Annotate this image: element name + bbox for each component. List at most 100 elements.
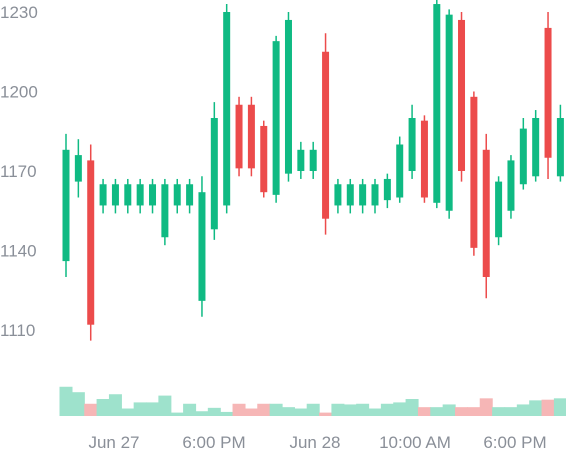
candle-body: [346, 184, 354, 206]
candle: [74, 139, 82, 198]
candles: [62, 0, 564, 341]
candle-body: [161, 184, 169, 238]
volume-bar: [393, 402, 407, 416]
volume-bar: [121, 408, 135, 416]
candle-body: [495, 181, 503, 238]
candle: [359, 178, 367, 214]
candle: [532, 110, 540, 182]
candle-body: [532, 118, 540, 177]
candle-body: [383, 178, 391, 201]
candle: [470, 91, 478, 256]
volume-bar: [207, 407, 221, 416]
candle: [87, 144, 95, 341]
candle: [173, 178, 181, 214]
volume-bar: [467, 407, 481, 416]
candle: [322, 33, 330, 235]
candle-body: [309, 149, 317, 171]
candle: [519, 118, 527, 190]
volume-bars: [59, 386, 566, 416]
volume-bar: [343, 404, 357, 416]
candle: [495, 176, 503, 246]
candle-body: [482, 149, 490, 277]
volume-bar: [368, 408, 382, 416]
candle: [420, 115, 428, 203]
volume-bar: [430, 407, 444, 416]
candle-body: [186, 184, 194, 206]
volume-bar: [541, 399, 555, 416]
y-tick-label: 1170: [0, 162, 37, 181]
candle: [544, 12, 552, 179]
volume-bar: [59, 386, 73, 416]
candle-body: [99, 184, 107, 206]
candle-body: [420, 120, 428, 198]
x-tick-label: Jun 27: [88, 433, 139, 450]
candle: [346, 178, 354, 214]
y-tick-label: 1200: [0, 83, 38, 102]
volume-bar: [442, 404, 456, 416]
candle: [198, 176, 206, 317]
y-tick-label: 1110: [0, 321, 35, 340]
y-tick-label: 1140: [0, 242, 37, 261]
candle: [482, 133, 490, 299]
candle: [507, 155, 515, 219]
candle-body: [408, 118, 416, 171]
x-axis: Jun 27 6:00 PM Jun 28 10:00 AM 6:00 PM: [88, 433, 546, 450]
candle: [235, 96, 243, 177]
volume-bar: [405, 399, 419, 416]
candle: [433, 0, 441, 209]
candle-body: [556, 118, 564, 177]
candle-body: [544, 27, 552, 158]
candle: [223, 4, 231, 214]
volume-bar: [146, 402, 160, 416]
candle-body: [507, 160, 515, 211]
candle-body: [223, 12, 231, 206]
candle-body: [235, 104, 243, 169]
candle-body: [470, 96, 478, 248]
volume-bar: [281, 407, 295, 416]
candle: [186, 178, 194, 214]
candle-body: [334, 184, 342, 206]
candle-body: [247, 104, 255, 169]
volume-bar: [492, 407, 506, 416]
volume-bar: [553, 398, 566, 416]
candle: [124, 178, 132, 214]
volume-bar: [195, 411, 209, 416]
y-tick-label: 1230: [0, 3, 38, 22]
candle-body: [136, 184, 144, 206]
volume-bar: [479, 398, 493, 416]
candle: [210, 102, 218, 240]
candle-body: [74, 155, 82, 182]
candle: [247, 96, 255, 177]
candle-body: [297, 149, 305, 171]
volume-bar: [183, 403, 197, 416]
candle: [371, 178, 379, 214]
volume-bar: [257, 403, 271, 416]
candle-body: [322, 51, 330, 219]
candle-body: [359, 184, 367, 206]
volume-bar: [71, 392, 85, 416]
candle: [556, 104, 564, 182]
x-tick-label: 6:00 PM: [483, 433, 546, 450]
candle: [334, 178, 342, 214]
candle: [111, 178, 119, 214]
candle-body: [272, 41, 280, 195]
volume-bar: [108, 394, 122, 416]
volume-bar: [380, 403, 394, 416]
candle: [297, 141, 305, 179]
candle-body: [124, 184, 132, 206]
candle: [136, 178, 144, 214]
volume-bar: [232, 403, 246, 416]
candle: [408, 104, 416, 179]
candle-body: [260, 125, 268, 193]
candle-body: [198, 192, 206, 301]
volume-bar: [455, 407, 469, 416]
candle-body: [111, 184, 119, 206]
candle-body: [458, 19, 466, 172]
candle: [62, 133, 70, 277]
volume-bar: [529, 400, 543, 416]
candle-body: [433, 4, 441, 203]
x-tick-label: 10:00 AM: [379, 433, 451, 450]
volume-bar: [356, 403, 370, 416]
volume-bar: [133, 402, 147, 416]
